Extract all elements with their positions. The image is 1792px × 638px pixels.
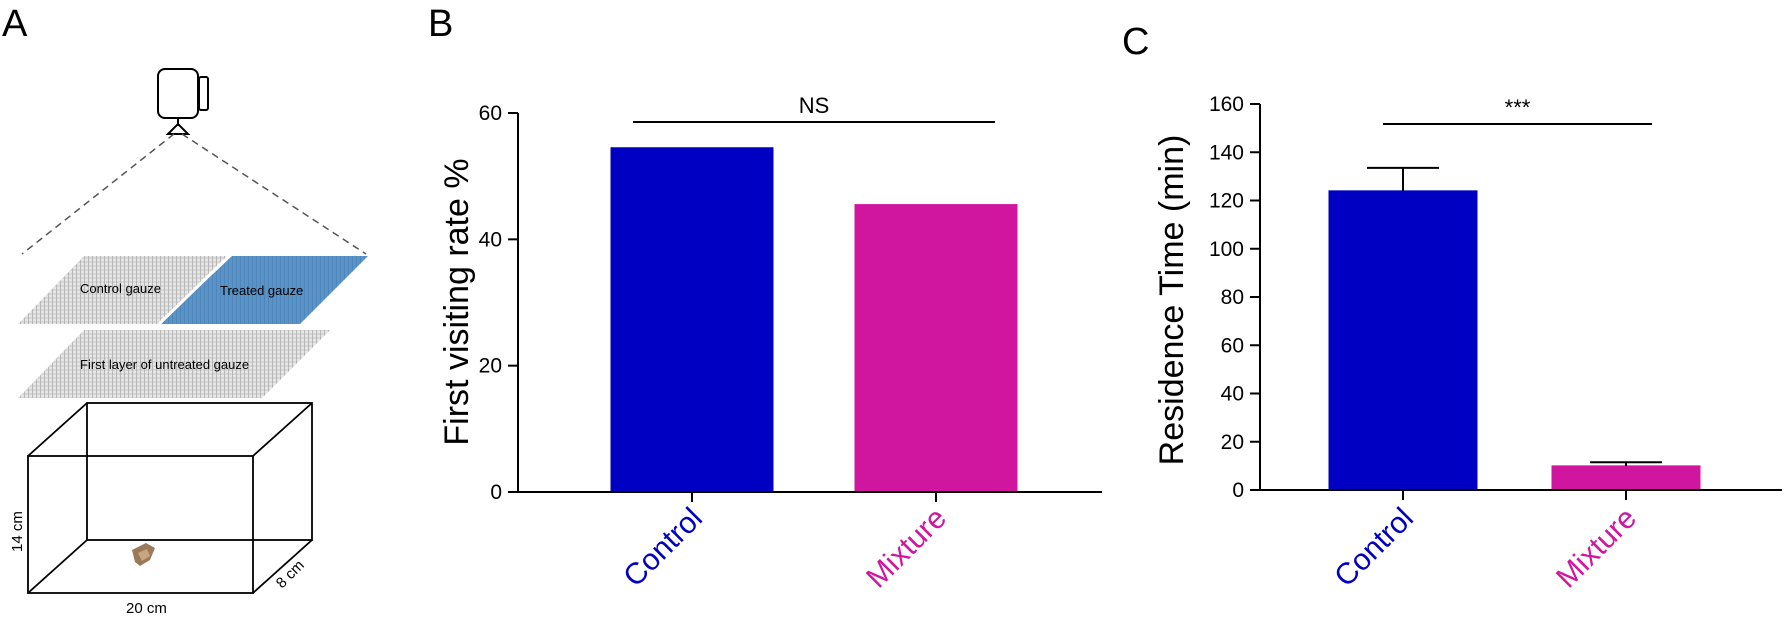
panel-a: A Control gauze Treated gauze First laye… [2, 3, 368, 617]
chart-c-category-label-control: Control [1328, 502, 1420, 594]
chart-b: 0 20 40 60 Control Mixture First visiting rate… [438, 93, 1102, 595]
height-label: 14 cm [9, 511, 26, 552]
chart-c-ytick-label-120: 120 [1209, 190, 1244, 213]
view-line-right [181, 133, 367, 255]
chart-c-significance-label: *** [1505, 95, 1531, 120]
moth-icon [132, 543, 155, 566]
depth-label: 8 cm [273, 557, 308, 592]
chart-c: 0 20 40 60 80 100 120 140 160 Control Mixture Resid… [1153, 93, 1782, 595]
chart-c-error-bar-control [1367, 166, 1439, 191]
chart-c-bar-control [1328, 190, 1478, 491]
chart-b-ytick-label-60: 60 [479, 102, 502, 125]
chart-c-ytick-label-80: 80 [1221, 286, 1244, 309]
untreated-gauze [18, 330, 330, 398]
chart-c-ytick-label-100: 100 [1209, 238, 1244, 261]
control-gauze-label: Control gauze [80, 281, 161, 296]
camera-icon [157, 68, 209, 135]
chart-c-bar-mixture [1551, 465, 1701, 491]
panel-b: B 0 20 40 60 Control Mixture First visiting ra… [428, 3, 1102, 595]
treated-gauze [160, 256, 368, 324]
panel-c: C 0 20 40 60 80 100 120 140 160 Control Mixture Res… [1122, 21, 1782, 595]
chart-b-bar-control [610, 147, 774, 493]
chart-c-ytick-label-0: 0 [1232, 479, 1244, 502]
panel-c-letter: C [1122, 21, 1149, 63]
chart-c-error-bar-mixture [1590, 461, 1662, 466]
chart-b-ytick-label-0: 0 [490, 481, 502, 504]
panel-b-letter: B [428, 3, 453, 45]
chart-b-ytick-label-20: 20 [479, 355, 502, 378]
chart-b-ylabel: First visiting rate % [438, 158, 476, 445]
chart-c-ylabel: Residence Time (min) [1153, 135, 1191, 466]
panel-a-letter: A [2, 3, 28, 45]
treated-gauze-label: Treated gauze [220, 283, 303, 298]
chart-c-ytick-label-60: 60 [1221, 334, 1244, 357]
chart-c-ytick-label-20: 20 [1221, 431, 1244, 454]
chart-c-ytick-label-140: 140 [1209, 141, 1244, 164]
chart-b-significance-label: NS [799, 93, 830, 118]
width-label: 20 cm [126, 600, 167, 617]
chart-c-category-label-mixture: Mixture [1550, 502, 1643, 595]
chart-c-ytick-label-40: 40 [1221, 383, 1244, 406]
box-outline [27, 402, 313, 594]
view-line-left [21, 133, 175, 255]
chart-b-bar-mixture [854, 204, 1018, 493]
chart-b-category-label-control: Control [617, 502, 709, 594]
chart-b-category-label-mixture: Mixture [860, 502, 953, 595]
chart-b-ytick-label-40: 40 [479, 228, 502, 251]
untreated-gauze-label: First layer of untreated gauze [80, 357, 249, 372]
chart-c-ytick-label-160: 160 [1209, 93, 1244, 116]
